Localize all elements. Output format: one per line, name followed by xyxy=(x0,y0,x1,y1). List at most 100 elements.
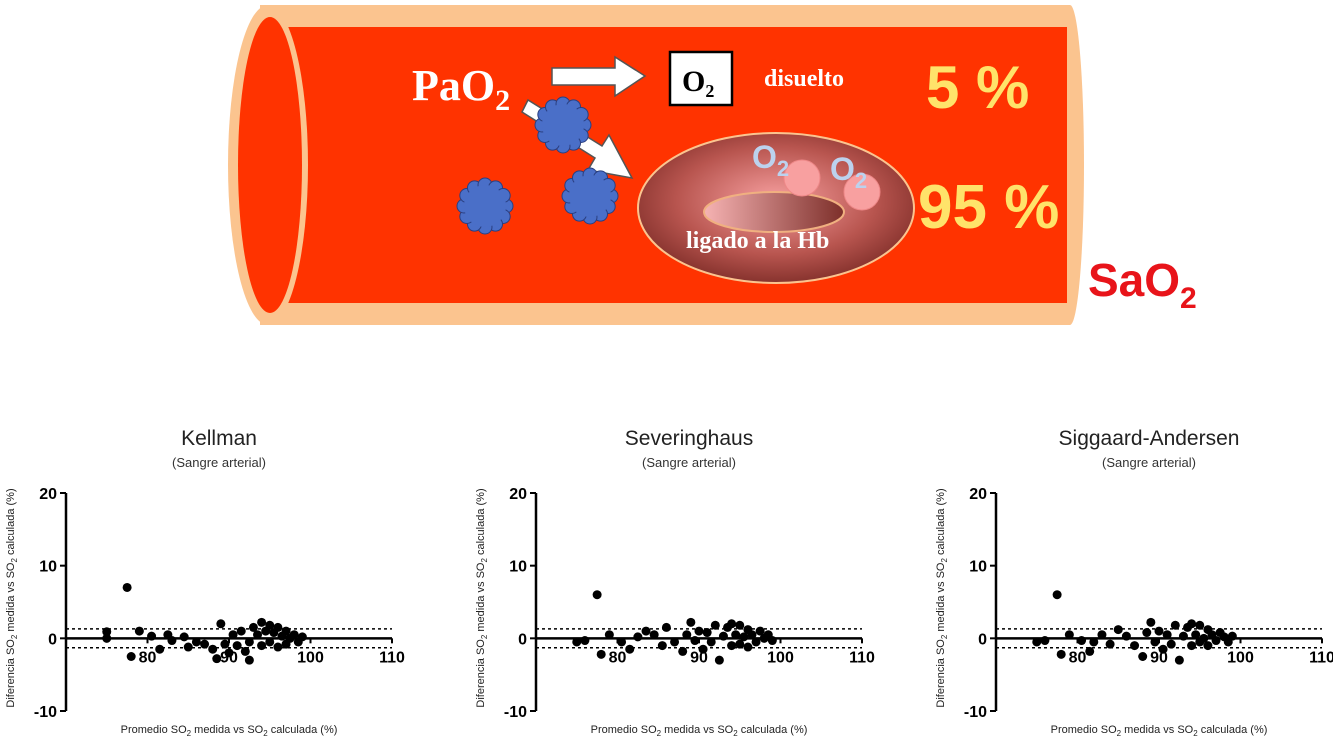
data-point xyxy=(747,630,757,640)
data-point xyxy=(1085,646,1095,656)
data-point xyxy=(179,632,189,642)
svg-text:O2: O2 xyxy=(682,65,714,101)
data-point xyxy=(727,619,737,629)
data-point xyxy=(208,644,218,654)
data-point xyxy=(718,631,728,641)
data-point xyxy=(714,655,724,665)
data-point xyxy=(1162,630,1172,640)
data-point xyxy=(1064,630,1074,640)
hemoglobin-molecule-2 xyxy=(561,167,619,225)
data-point xyxy=(244,655,254,665)
x-axis-label: Promedio SO2 medida vs SO2 calculada (%) xyxy=(591,724,808,738)
x-tick-label: 110 xyxy=(849,649,875,666)
data-point xyxy=(727,641,737,651)
x-tick-label: 80 xyxy=(1069,649,1087,666)
chart-subtitle: (Sangre arterial) xyxy=(642,455,736,470)
y-tick-label: 10 xyxy=(509,559,527,576)
data-point xyxy=(633,632,643,642)
data-point xyxy=(1154,626,1164,636)
data-point xyxy=(273,622,283,632)
x-tick-label: 100 xyxy=(1227,649,1254,666)
x-tick-label: 80 xyxy=(609,649,627,666)
data-point xyxy=(1203,641,1213,651)
data-point xyxy=(755,626,765,636)
data-point xyxy=(698,644,708,654)
chart-subtitle: (Sangre arterial) xyxy=(1102,455,1196,470)
data-point xyxy=(617,637,627,647)
arrow-right-icon xyxy=(551,55,647,98)
data-point xyxy=(1089,637,1099,647)
data-point xyxy=(649,630,659,640)
data-point xyxy=(244,637,254,647)
data-point xyxy=(1146,617,1156,627)
pao2-label: PaO2 xyxy=(412,61,510,117)
data-point xyxy=(273,642,283,652)
data-point xyxy=(1077,636,1087,646)
data-point xyxy=(1211,636,1221,646)
data-point xyxy=(682,630,692,640)
data-point xyxy=(1052,590,1062,600)
data-point xyxy=(592,590,602,600)
data-point xyxy=(122,582,132,592)
y-tick-label: 20 xyxy=(969,486,987,503)
red-blood-cell: O2 O2 ligado a la Hb xyxy=(637,132,915,284)
data-point xyxy=(1032,637,1042,647)
data-point xyxy=(751,637,761,647)
data-point xyxy=(1113,625,1123,635)
data-point xyxy=(678,646,688,656)
x-tick-label: 100 xyxy=(767,649,794,666)
data-point xyxy=(1105,639,1115,649)
data-point xyxy=(224,648,234,658)
data-point xyxy=(686,617,696,627)
data-point xyxy=(200,639,210,649)
hemoglobin-molecule-1 xyxy=(534,96,592,154)
data-point xyxy=(580,636,590,646)
data-point xyxy=(1187,641,1197,651)
data-point xyxy=(1142,628,1152,638)
data-point xyxy=(134,626,144,636)
data-point xyxy=(735,620,745,630)
data-point xyxy=(257,617,267,627)
data-point xyxy=(183,642,193,652)
data-point xyxy=(710,620,720,630)
data-point xyxy=(1150,637,1160,647)
x-axis-label: Promedio SO2 medida vs SO2 calculada (%) xyxy=(121,724,338,738)
data-point xyxy=(702,628,712,638)
x-tick-label: 100 xyxy=(297,649,324,666)
data-point xyxy=(1174,655,1184,665)
data-point xyxy=(228,630,238,640)
y-tick-label: -10 xyxy=(34,704,57,721)
data-point xyxy=(1187,619,1197,629)
y-axis-label: Diferencia SO2 medida vs SO2 calculada (… xyxy=(475,488,489,707)
chart-title: Severinghaus xyxy=(625,427,753,450)
data-point xyxy=(1195,620,1205,630)
data-point xyxy=(102,627,112,637)
data-point xyxy=(641,626,651,636)
y-axis-label: Diferencia SO2 medida vs SO2 calculada (… xyxy=(5,488,19,707)
y-axis-label: Diferencia SO2 medida vs SO2 calculada (… xyxy=(935,488,949,707)
data-point xyxy=(1199,633,1209,643)
data-point xyxy=(167,636,177,646)
data-point xyxy=(1040,636,1050,646)
data-point xyxy=(289,630,299,640)
data-point xyxy=(102,633,112,643)
y-tick-label: 0 xyxy=(978,631,987,648)
data-point xyxy=(1158,644,1168,654)
data-point xyxy=(690,636,700,646)
data-point xyxy=(240,646,250,656)
data-point xyxy=(126,652,136,661)
chart-title: Siggaard-Andersen xyxy=(1059,427,1240,450)
data-point xyxy=(731,630,741,640)
data-point xyxy=(155,644,165,654)
y-tick-label: 20 xyxy=(39,486,57,503)
dissolved-percent: 5 % xyxy=(926,54,1029,121)
data-point xyxy=(706,637,716,647)
sao2-label: SaO2 xyxy=(1088,254,1197,315)
o2-dissolved-box: O2 xyxy=(668,50,734,107)
data-point xyxy=(743,642,753,652)
data-point xyxy=(1130,641,1140,651)
hemoglobin-molecule-3 xyxy=(456,177,514,235)
data-point xyxy=(281,626,291,636)
